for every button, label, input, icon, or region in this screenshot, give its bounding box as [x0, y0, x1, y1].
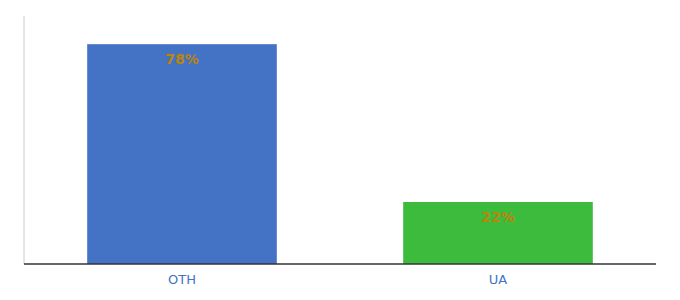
- bar: [87, 44, 277, 264]
- x-tick-label: UA: [489, 272, 508, 287]
- x-tick-label: OTH: [168, 272, 196, 287]
- page: {"chart_data": {"type": "bar", "categori…: [0, 0, 680, 300]
- y-axis-line: [24, 16, 25, 264]
- data-label: 78%: [165, 51, 199, 67]
- chart-container: OTH UA 78% 22%: [0, 0, 680, 300]
- chart-svg: OTH UA 78% 22%: [0, 0, 680, 300]
- bars: [87, 44, 593, 264]
- data-label: 22%: [481, 209, 515, 225]
- bar: [403, 202, 593, 264]
- x-axis-line: [24, 263, 656, 265]
